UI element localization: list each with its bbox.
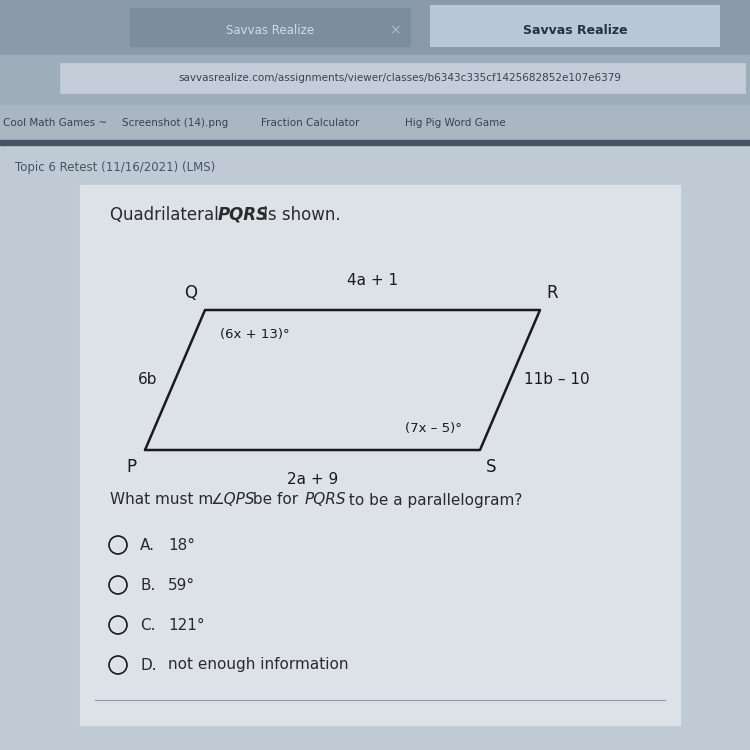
Bar [0, 55, 750, 105]
Text: S: S [486, 458, 496, 476]
Text: 6b: 6b [137, 373, 157, 388]
Text: (6x + 13)°: (6x + 13)° [220, 328, 290, 341]
Text: not enough information: not enough information [168, 658, 349, 673]
Text: R: R [546, 284, 557, 302]
Text: to be a parallelogram?: to be a parallelogram? [344, 493, 522, 508]
Text: ∠QPS: ∠QPS [211, 493, 256, 508]
Bar [0, 140, 750, 145]
Text: 4a + 1: 4a + 1 [347, 273, 398, 288]
Text: B.: B. [140, 578, 155, 592]
Text: Topic 6 Retest (11/16/2021) (LMS): Topic 6 Retest (11/16/2021) (LMS) [15, 161, 215, 175]
Text: What must m: What must m [110, 493, 213, 508]
Text: is shown.: is shown. [258, 206, 340, 224]
Text: savvasrealize.com/assignments/viewer/classes/b6343c335cf1425682852e107e6379: savvasrealize.com/assignments/viewer/cla… [178, 73, 622, 83]
Text: Fraction Calculator: Fraction Calculator [261, 118, 359, 128]
Text: ×: × [389, 23, 400, 37]
Text: P: P [127, 458, 137, 476]
Text: 11b – 10: 11b – 10 [524, 373, 590, 388]
Text: C.: C. [140, 617, 155, 632]
Bar [80, 185, 680, 725]
Bar [60, 63, 745, 93]
Bar [430, 5, 720, 47]
Text: Q: Q [184, 284, 197, 302]
Text: Savvas Realize: Savvas Realize [226, 23, 314, 37]
Text: (7x – 5)°: (7x – 5)° [405, 422, 462, 435]
Text: Quadrilateral: Quadrilateral [110, 206, 224, 224]
Text: 121°: 121° [168, 617, 205, 632]
Text: Screenshot (14).png: Screenshot (14).png [122, 118, 228, 128]
Text: PQRS: PQRS [305, 493, 347, 508]
Text: be for: be for [248, 493, 303, 508]
Bar [130, 8, 410, 46]
Text: 59°: 59° [168, 578, 195, 592]
Text: Savvas Realize: Savvas Realize [523, 23, 627, 37]
Bar [0, 0, 750, 55]
Text: A.: A. [140, 538, 155, 553]
Text: D.: D. [140, 658, 157, 673]
Text: Cool Math Games ~: Cool Math Games ~ [3, 118, 107, 128]
Bar [0, 105, 750, 140]
Text: 2a + 9: 2a + 9 [286, 472, 338, 487]
Text: 18°: 18° [168, 538, 195, 553]
Text: PQRS: PQRS [218, 206, 269, 224]
Bar [0, 145, 750, 750]
Text: Hig Pig Word Game: Hig Pig Word Game [405, 118, 506, 128]
